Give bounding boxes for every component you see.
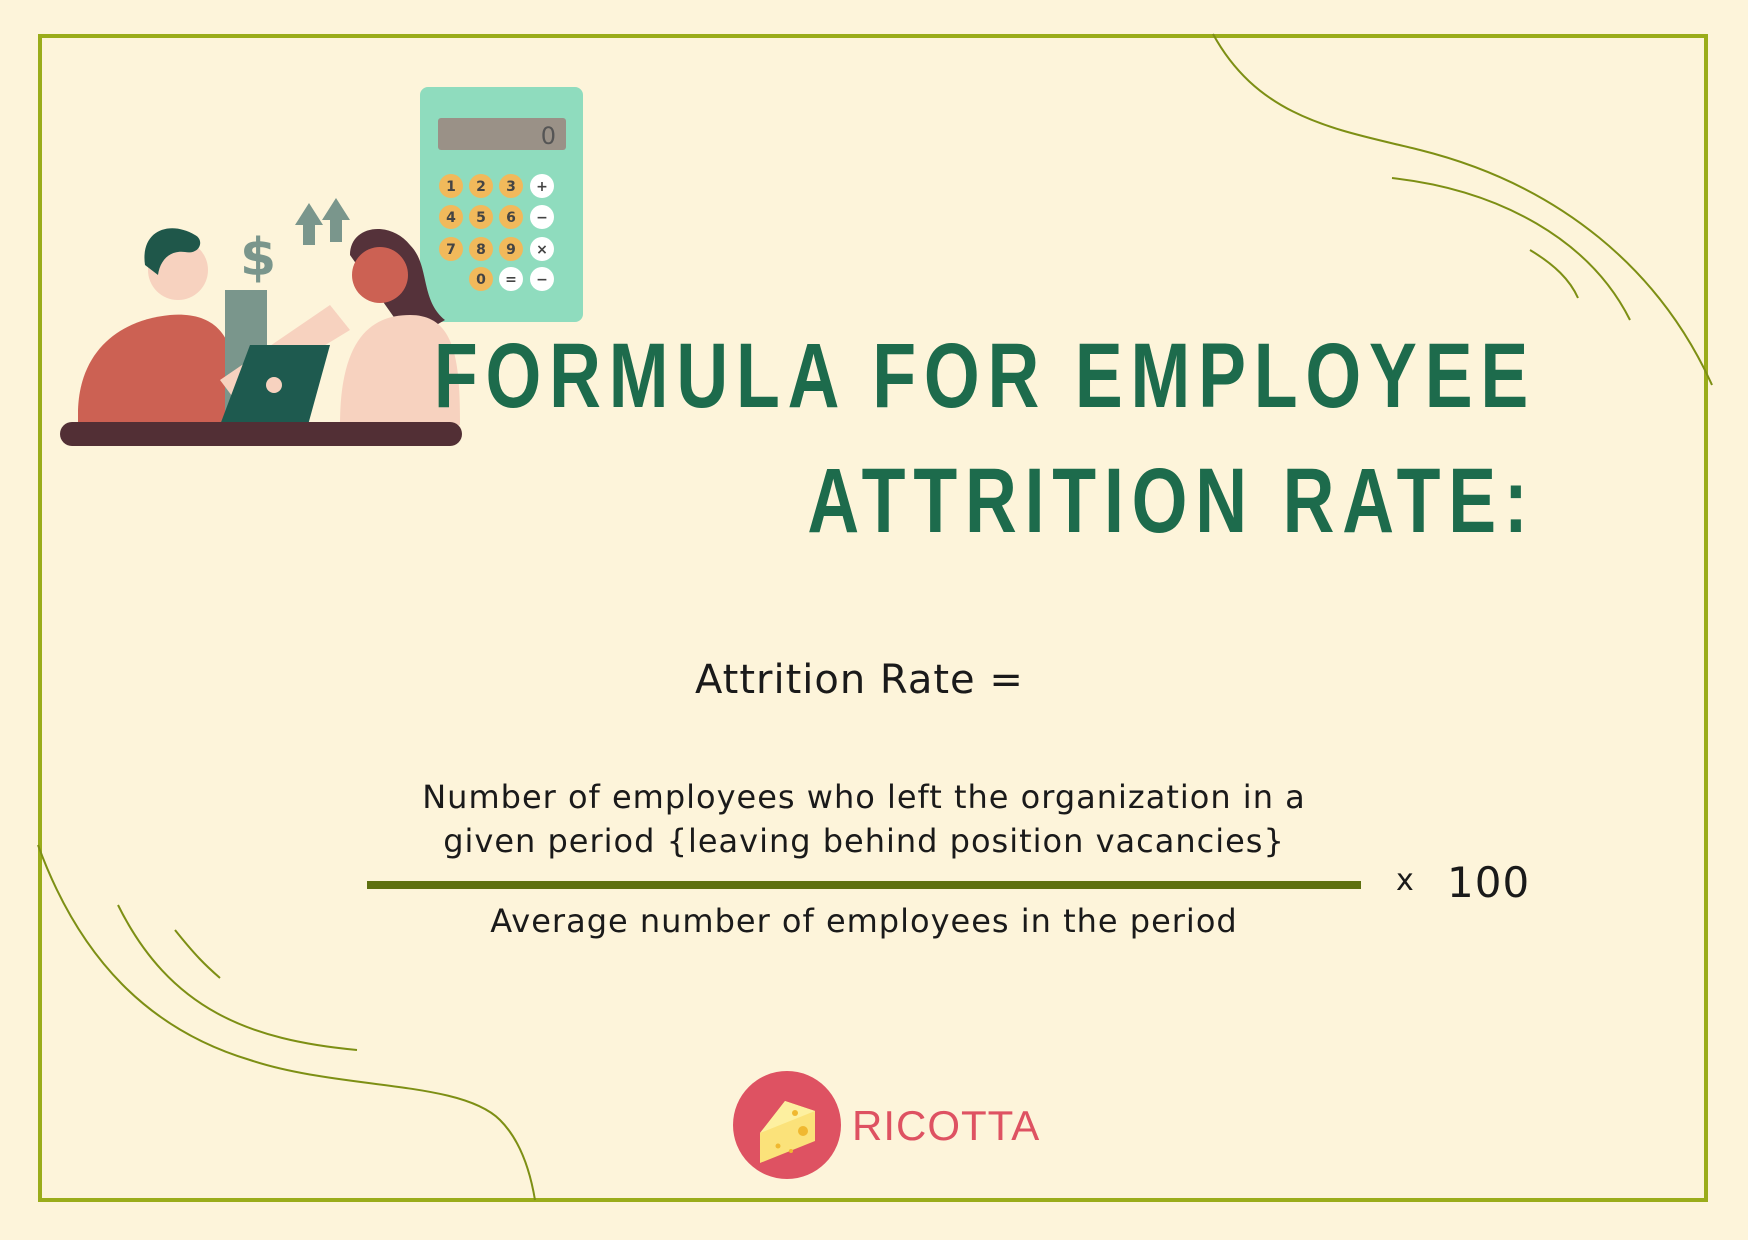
svg-text:6: 6 bbox=[506, 210, 516, 226]
fraction-bar bbox=[367, 881, 1361, 889]
dollar-icon: $ bbox=[240, 228, 276, 288]
title-line-1: FORMULA FOR EMPLOYEE bbox=[433, 325, 1536, 427]
multiplier: 100 bbox=[1447, 858, 1531, 907]
cheese-icon bbox=[760, 1101, 815, 1163]
formula-denominator: Average number of employees in the perio… bbox=[490, 902, 1238, 940]
svg-text:0: 0 bbox=[541, 122, 556, 150]
numerator-line-1: Number of employees who left the organiz… bbox=[422, 778, 1306, 816]
svg-text:5: 5 bbox=[476, 210, 486, 226]
svg-text:1: 1 bbox=[446, 179, 456, 195]
svg-text:4: 4 bbox=[446, 210, 456, 226]
page-border bbox=[38, 34, 1708, 1202]
svg-text:−: − bbox=[536, 210, 548, 226]
logo-text: RICOTTA bbox=[852, 1102, 1041, 1149]
title-line-2: ATTRITION RATE: bbox=[807, 450, 1536, 552]
multiply-sign: x bbox=[1396, 863, 1415, 898]
svg-text:8: 8 bbox=[476, 242, 486, 258]
logo bbox=[733, 1071, 841, 1179]
formula-numerator: Number of employees who left the organiz… bbox=[367, 775, 1361, 863]
svg-text:9: 9 bbox=[506, 242, 516, 258]
svg-text:0: 0 bbox=[476, 272, 486, 288]
arrow-up-icon bbox=[295, 203, 323, 245]
arrow-up-icon bbox=[322, 198, 350, 242]
numerator-line-2: given period {leaving behind position va… bbox=[443, 822, 1285, 860]
svg-text:7: 7 bbox=[446, 242, 456, 258]
calculator-icon: 0 1 2 3 + 4 5 6 − 7 8 9 × 0 = − bbox=[420, 87, 583, 322]
formula-lhs: Attrition Rate = bbox=[695, 657, 1024, 703]
svg-text:×: × bbox=[536, 242, 548, 258]
office-illustration: 0 1 2 3 + 4 5 6 − 7 8 9 × 0 = − $ bbox=[60, 87, 583, 446]
svg-text:3: 3 bbox=[506, 179, 516, 195]
svg-text:−: − bbox=[536, 272, 548, 288]
svg-text:2: 2 bbox=[476, 179, 486, 195]
svg-text:=: = bbox=[505, 272, 517, 288]
svg-text:+: + bbox=[536, 179, 548, 195]
